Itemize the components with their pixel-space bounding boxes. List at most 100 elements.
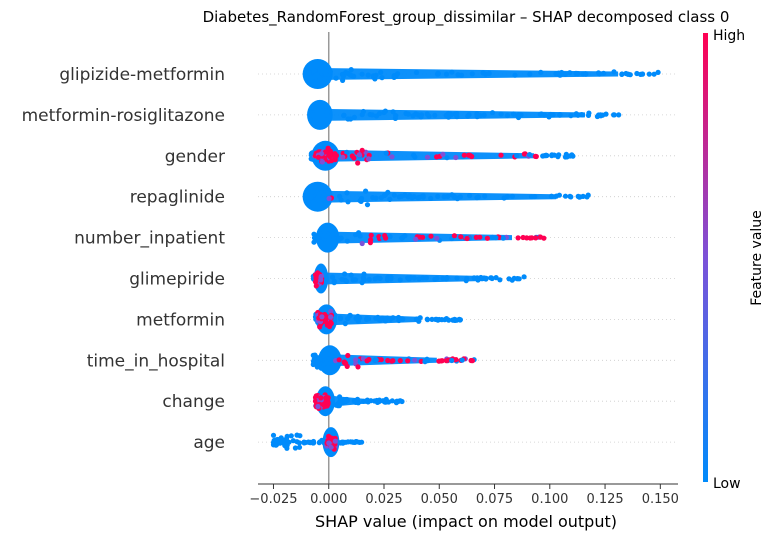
shap-point <box>567 70 573 76</box>
shap-point <box>520 234 526 241</box>
shap-point <box>387 196 393 202</box>
feature-label: glimepiride <box>129 270 225 290</box>
shap-point <box>506 276 512 282</box>
shap-point <box>328 359 334 365</box>
shap-point <box>325 190 331 196</box>
shap-point <box>469 358 475 364</box>
shap-point <box>509 193 515 199</box>
shap-point <box>412 357 418 363</box>
shap-point <box>532 194 538 200</box>
shap-point <box>332 153 338 159</box>
shap-point <box>352 357 359 363</box>
shap-point <box>347 72 353 78</box>
shap-points <box>270 59 661 458</box>
shap-point <box>342 271 348 277</box>
shap-point <box>373 72 379 78</box>
shap-point <box>322 71 329 77</box>
shap-point <box>321 197 327 203</box>
feature-label: glipizide-metformin <box>59 65 225 85</box>
shap-point <box>488 275 494 281</box>
x-axis: −0.025 0.000 0.025 0.050 0.075 0.100 0.125 0.15… <box>249 483 679 507</box>
shap-point <box>387 234 393 240</box>
shap-point <box>454 275 460 281</box>
shap-point <box>445 193 451 199</box>
shap-point <box>389 154 395 160</box>
shap-point <box>457 317 463 323</box>
shap-point <box>296 440 302 446</box>
shap-point <box>493 275 499 281</box>
shap-point <box>504 112 511 119</box>
shap-point <box>270 432 277 438</box>
feature-label: repaglinide <box>130 188 225 208</box>
feature-rows: glipizide-metformin metformin-rosiglitazo… <box>22 65 678 453</box>
shap-point <box>375 275 381 281</box>
shap-point <box>397 277 403 283</box>
shap-point <box>440 275 446 281</box>
shap-point <box>453 357 459 363</box>
shap-point <box>655 69 661 75</box>
x-axis-label: SHAP value (impact on model output) <box>315 512 617 531</box>
shap-point <box>319 159 325 165</box>
shap-point <box>461 152 467 158</box>
shap-point <box>314 235 321 241</box>
shap-point <box>405 111 411 117</box>
shap-point <box>562 193 569 199</box>
shap-point <box>358 198 364 204</box>
shap-point <box>304 192 310 198</box>
shap-point <box>383 318 389 324</box>
shap-point <box>467 193 473 199</box>
shap-point <box>399 193 405 199</box>
shap-point <box>378 69 384 75</box>
shap-point <box>318 273 324 280</box>
shap-point <box>357 439 363 445</box>
shap-point <box>359 71 365 77</box>
shap-point <box>356 152 362 158</box>
shap-point <box>417 315 423 321</box>
shap-point <box>327 153 333 159</box>
feature-points <box>312 304 463 335</box>
shap-point <box>367 111 373 118</box>
shap-point <box>412 154 418 160</box>
shap-point <box>405 275 411 281</box>
shap-point <box>556 192 563 198</box>
shap-point <box>458 72 465 78</box>
shap-point <box>292 445 298 451</box>
shap-point <box>418 114 424 120</box>
shap-point <box>429 316 435 322</box>
shap-point <box>368 237 374 243</box>
shap-point <box>308 195 314 201</box>
shap-point <box>366 276 372 283</box>
shap-point <box>345 199 351 205</box>
shap-point <box>363 398 369 404</box>
shap-point <box>355 364 361 370</box>
shap-point <box>313 283 319 289</box>
shap-point <box>391 192 397 198</box>
shap-point <box>498 111 504 117</box>
shap-point <box>329 274 336 280</box>
shap-point <box>464 235 470 242</box>
shap-point <box>428 195 434 201</box>
shap-point <box>345 352 351 359</box>
shap-point <box>328 308 334 315</box>
shap-point <box>480 70 486 76</box>
shap-point <box>319 437 325 443</box>
feature-points <box>310 345 477 376</box>
shap-point <box>389 358 395 364</box>
x-tick-label: 0.050 <box>421 492 458 507</box>
shap-point <box>340 154 346 160</box>
shap-point <box>435 193 441 199</box>
shap-point <box>554 153 561 159</box>
shap-point <box>393 113 399 119</box>
shap-point <box>328 314 334 320</box>
shap-point <box>443 316 450 322</box>
shap-point <box>331 236 337 242</box>
shap-point <box>454 196 460 202</box>
shap-point <box>373 357 379 363</box>
shap-point <box>294 432 300 438</box>
shap-point <box>366 156 372 162</box>
feature-label: gender <box>165 147 225 167</box>
shap-point <box>344 190 350 196</box>
feature-points <box>312 386 405 417</box>
shap-point <box>359 112 365 118</box>
shap-point <box>582 71 589 77</box>
